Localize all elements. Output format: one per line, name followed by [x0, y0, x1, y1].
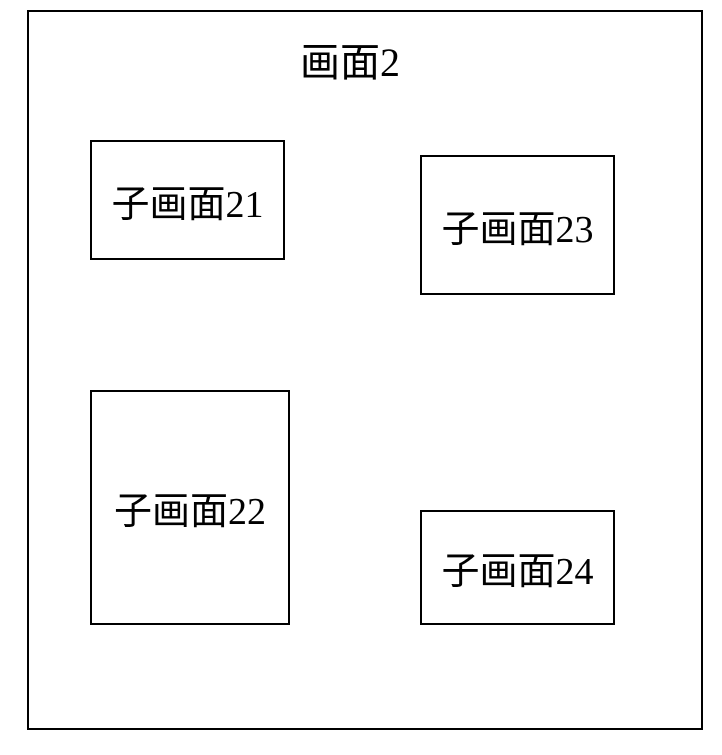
sub-frame-22-label: 子画面22: [114, 480, 266, 535]
diagram-title: 画面2: [300, 30, 400, 88]
sub-frame-23: 子画面23: [420, 155, 615, 295]
sub-frame-24-label: 子画面24: [441, 540, 593, 595]
sub-frame-24: 子画面24: [420, 510, 615, 625]
sub-frame-22: 子画面22: [90, 390, 290, 625]
sub-frame-21-label: 子画面21: [111, 173, 263, 228]
title-text: 画面2: [300, 40, 400, 85]
sub-frame-21: 子画面21: [90, 140, 285, 260]
sub-frame-23-label: 子画面23: [441, 198, 593, 253]
